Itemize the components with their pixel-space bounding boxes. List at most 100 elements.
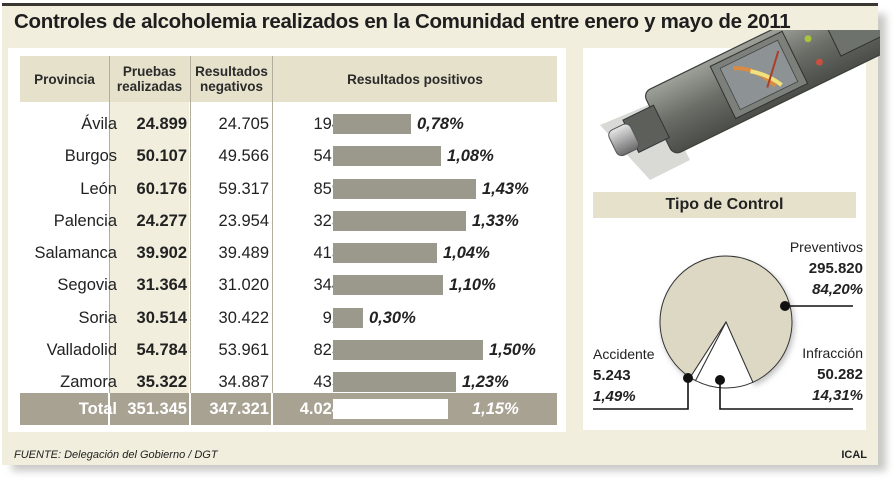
tipo-control-heading: Tipo de Control bbox=[593, 192, 856, 218]
total-pct-label: 1,15% bbox=[472, 400, 519, 418]
negativos-cell: 23.954 bbox=[218, 211, 269, 230]
total-row: Total 351.345 347.321 4.024 1,15% bbox=[20, 393, 557, 425]
negativos-cell: 30.422 bbox=[218, 308, 269, 327]
pruebas-column-highlight bbox=[110, 102, 189, 393]
pie-slice-preventivos bbox=[659, 255, 793, 383]
positivos-pct-label: 1,50% bbox=[489, 340, 536, 359]
pruebas-cell: 24.277 bbox=[136, 211, 187, 230]
header-positivos: Resultados positivos bbox=[347, 71, 483, 87]
negativos-cell: 31.020 bbox=[218, 276, 269, 295]
infraccion-value: 50.282 bbox=[817, 366, 863, 383]
header-pruebas-line2: realizadas bbox=[116, 79, 183, 94]
positivos-pct-label: 0,30% bbox=[369, 308, 416, 327]
mouthpiece-icon bbox=[608, 123, 640, 157]
positivos-bar bbox=[333, 210, 466, 231]
table-row: Palencia 24.277 23.954 323 1,33% bbox=[20, 205, 557, 237]
positivos-pct-label: 0,78% bbox=[417, 115, 464, 133]
infraccion-name: Infracción bbox=[802, 345, 863, 361]
accidente-leader-dot bbox=[683, 373, 693, 383]
column-divider bbox=[109, 56, 110, 393]
provincia-cell: Palencia bbox=[53, 211, 117, 230]
provincia-cell: Salamanca bbox=[34, 244, 117, 262]
positivos-pct-label: 1,23% bbox=[462, 373, 509, 391]
provincia-cell: Burgos bbox=[64, 147, 117, 166]
table-row: Segovia 31.364 31.020 344 1,10% bbox=[20, 269, 557, 301]
pruebas-cell: 39.902 bbox=[136, 244, 187, 262]
table-row: Soria 30.514 30.422 92 0,30% bbox=[20, 302, 557, 334]
infraccion-leader-dot bbox=[715, 375, 725, 385]
gauge-needle bbox=[766, 50, 780, 88]
column-divider bbox=[272, 56, 273, 393]
pruebas-cell: 30.514 bbox=[136, 308, 187, 327]
total-label: Total bbox=[78, 400, 117, 418]
pruebas-cell: 31.364 bbox=[136, 276, 187, 295]
pie-label-preventivos: Preventivos 295.820 84,20% bbox=[790, 237, 863, 300]
preventivos-pct: 84,20% bbox=[812, 281, 863, 298]
provincia-cell: Ávila bbox=[81, 115, 117, 133]
total-divider bbox=[271, 393, 273, 425]
positivos-bar bbox=[333, 307, 363, 328]
positivos-bar bbox=[333, 339, 483, 360]
negativos-cell: 53.961 bbox=[218, 340, 269, 359]
positivos-bar bbox=[333, 372, 456, 392]
positivos-pct-label: 1,33% bbox=[472, 211, 519, 230]
table-panel bbox=[8, 48, 566, 432]
pie-chart bbox=[593, 255, 853, 410]
header-pruebas-line1: Pruebas bbox=[122, 64, 177, 79]
positivos-pct-label: 1,10% bbox=[449, 276, 496, 295]
pruebas-cell: 50.107 bbox=[136, 147, 187, 166]
table-row: Burgos 50.107 49.566 541 1,08% bbox=[20, 140, 557, 172]
positivos-pct-label: 1,08% bbox=[447, 147, 494, 166]
device-screen bbox=[820, 30, 880, 57]
provincia-cell: León bbox=[80, 179, 117, 198]
header-pruebas: Pruebas realizadas bbox=[110, 56, 189, 102]
negativos-cell: 24.705 bbox=[218, 115, 269, 133]
credit-label: ICAL bbox=[841, 449, 867, 461]
pruebas-cell: 60.176 bbox=[136, 179, 187, 198]
pie-label-accidente: Accidente 5.243 1,49% bbox=[593, 344, 654, 407]
positivos-bar bbox=[333, 243, 437, 263]
total-positivos: 4.024 bbox=[299, 400, 341, 418]
preventivos-leader-dot bbox=[780, 301, 790, 311]
infraccion-leader-line bbox=[719, 380, 853, 410]
accidente-leader-line bbox=[593, 378, 689, 410]
red-led-icon bbox=[815, 58, 823, 66]
accidente-value: 5.243 bbox=[593, 367, 631, 384]
infraccion-pct: 14,31% bbox=[812, 387, 863, 404]
preventivos-name: Preventivos bbox=[789, 239, 863, 255]
positivos-bar bbox=[333, 178, 476, 199]
header-negativos-line2: negativos bbox=[199, 79, 264, 94]
total-bar bbox=[333, 399, 448, 419]
positivos-pct-label: 1,43% bbox=[482, 179, 529, 198]
header-negativos-line1: Resultados bbox=[195, 64, 268, 79]
column-divider bbox=[190, 56, 191, 393]
page-title: Controles de alcoholemia realizados en l… bbox=[14, 10, 791, 33]
provincia-cell: Valladolid bbox=[46, 340, 117, 359]
total-pruebas: 351.345 bbox=[127, 400, 187, 418]
breathalyzer-illustration bbox=[600, 30, 880, 180]
header-provincia: Provincia bbox=[34, 71, 95, 87]
provincia-cell: Segovia bbox=[57, 276, 117, 295]
table-row: Valladolid 54.784 53.961 823 1,50% bbox=[20, 334, 557, 366]
table-row: Salamanca 39.902 39.489 413 1,04% bbox=[20, 237, 557, 269]
green-led-icon bbox=[804, 35, 812, 43]
pruebas-cell: 24.899 bbox=[136, 115, 187, 133]
table-row: Ávila 24.899 24.705 194 0,78% bbox=[20, 108, 557, 140]
negativos-cell: 39.489 bbox=[218, 244, 269, 262]
pie-label-infraccion: Infracción 50.282 14,31% bbox=[802, 343, 863, 406]
top-rule bbox=[2, 3, 878, 6]
positivos-bar bbox=[333, 146, 441, 167]
pruebas-cell: 54.784 bbox=[136, 340, 187, 359]
pruebas-cell: 35.322 bbox=[136, 373, 187, 391]
gauge-scale-yellow bbox=[750, 69, 783, 87]
provincia-cell: Zamora bbox=[60, 373, 117, 391]
table-row: León 60.176 59.317 859 1,43% bbox=[20, 173, 557, 205]
positivos-bar bbox=[333, 114, 411, 134]
preventivos-value: 295.820 bbox=[808, 260, 863, 277]
source-note: FUENTE: Delegación del Gobierno / DGT bbox=[14, 449, 218, 461]
accidente-pct: 1,49% bbox=[593, 388, 636, 405]
positivos-bar bbox=[333, 275, 443, 296]
positivos-pct-label: 1,04% bbox=[443, 244, 490, 262]
total-negativos: 347.321 bbox=[209, 400, 269, 418]
negativos-cell: 59.317 bbox=[218, 179, 269, 198]
